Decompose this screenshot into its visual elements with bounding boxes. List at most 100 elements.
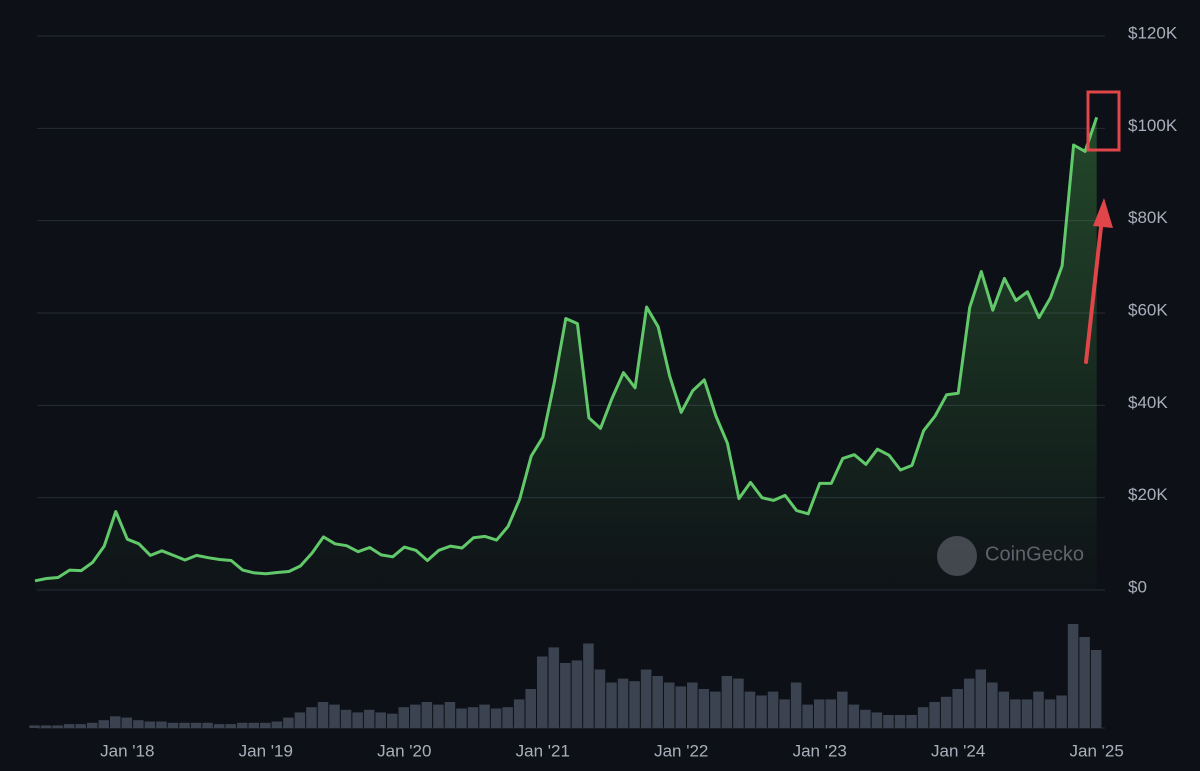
volume-bar [975,669,987,728]
volume-bar [548,647,560,728]
volume-bar [640,669,652,728]
volume-bar [594,669,606,728]
x-tick-label: Jan '19 [239,741,293,760]
volume-bar [213,724,225,728]
volume-bar [444,702,456,728]
y-tick-label: $120K [1128,23,1178,42]
volume-bar [560,663,571,728]
volume-bar [167,722,179,728]
volume-bar [75,724,86,728]
volume-bar [433,704,444,728]
y-tick-label: $40K [1128,393,1168,412]
volume-bar [779,699,790,728]
volume-bar [963,678,975,728]
volume-bar [513,699,525,728]
volume-bar [1033,691,1044,728]
volume-bar [121,717,133,728]
volume-bar [617,678,629,728]
volume-bar [837,691,848,728]
volume-bar [248,722,260,728]
volume-bar [767,691,779,728]
volume-bar [386,713,398,728]
volume-bar [156,721,167,728]
volume-bar [29,725,40,728]
volume-bar [502,707,513,728]
arrow-head [1093,198,1113,228]
x-tick-label: Jan '21 [516,741,570,760]
volume-bar [606,682,617,728]
volume-bar [52,725,63,728]
volume-bar [687,682,698,728]
volume-bar [883,715,894,728]
volume-bar [86,722,98,728]
volume-bar [790,682,802,728]
volume-bar [987,682,998,728]
volume-bar [479,704,490,728]
volume-bar [456,708,467,728]
volume-bar [906,715,917,728]
volume-bar [744,691,756,728]
volume-bar [1044,699,1056,728]
volume-bar [1090,650,1102,728]
highlight-box [1086,90,1121,152]
volume-bar [952,689,963,728]
volume-bar [225,724,236,728]
labels: $0 $20K $40K $60K $80K $100K $120K Jan '18 Jan '… [100,23,1178,760]
price-line [34,116,1099,583]
volume-bar [110,716,121,728]
arrow-shaft [1084,216,1104,364]
volume-bar [283,717,294,728]
volume-bar [998,691,1010,728]
volume-bar [756,695,767,728]
y-tick-label: $60K [1128,300,1168,319]
x-tick-label: Jan '20 [377,741,431,760]
volume-bar [1056,695,1067,728]
volume-bar [490,708,502,728]
x-tick-label: Jan '18 [100,741,154,760]
y-tick-label: $100K [1128,116,1178,135]
volume-bar [675,686,687,728]
volume-bar [571,660,583,728]
volume-bar [536,656,548,728]
volume-bar [525,689,536,728]
y-tick-label: $80K [1128,208,1168,227]
volume-bar [98,720,110,728]
volume-bar [848,704,860,728]
volume-bar [1067,624,1079,728]
volume-bar [663,682,675,728]
watermark-logo [937,536,977,576]
volume-bar [329,704,340,728]
volume-bar [1010,699,1021,728]
y-tick-label: $20K [1128,485,1168,504]
volume-bar [860,709,871,728]
volume-bar [363,709,375,728]
x-tick-label: Jan '25 [1070,741,1124,760]
volume-bar [352,712,363,728]
volume-bar [710,691,721,728]
volume-bar [340,709,352,728]
volume-bar [410,704,421,728]
volume-bar [144,721,156,728]
volume-bar [813,699,825,728]
volume-bar [652,676,663,728]
volume-bar [398,707,410,728]
volume-bar [940,696,952,728]
volume-bar [317,702,329,728]
x-tick-label: Jan '24 [931,741,985,760]
volume-bar [190,722,202,728]
x-tick-label: Jan '22 [654,741,708,760]
volume-bar [1079,637,1090,728]
volume-bars [29,624,1102,728]
volume-bar [202,722,213,728]
volume-bar [133,720,144,728]
volume-bar [825,699,837,728]
volume-bar [421,702,433,728]
volume-bar [698,689,710,728]
volume-bar [236,722,248,728]
volume-bar [179,722,190,728]
volume-bar [306,707,317,728]
volume-bar [271,721,283,728]
volume-bar [1021,699,1033,728]
